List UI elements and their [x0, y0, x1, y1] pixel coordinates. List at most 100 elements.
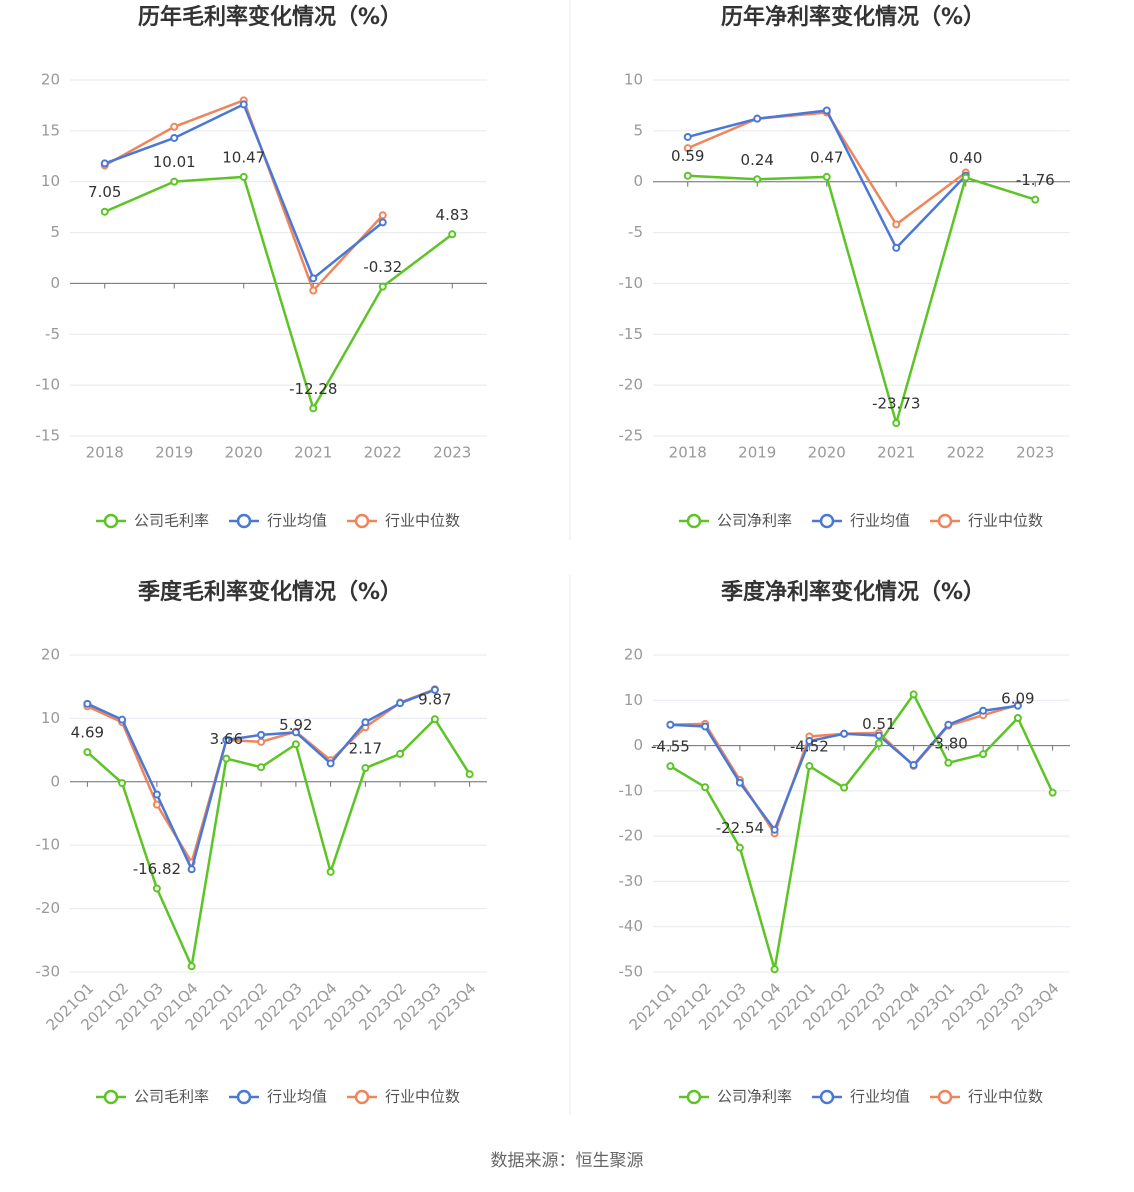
y-tick-label: -15: [36, 427, 61, 445]
point: [378, 211, 387, 220]
legend-item[interactable]: 行业均值: [812, 1088, 910, 1106]
point: [361, 718, 370, 727]
data-label: 10.47: [222, 148, 265, 166]
legend-item[interactable]: 公司净利率: [679, 1088, 792, 1106]
point: [118, 715, 127, 724]
point: [170, 177, 179, 186]
legend-symbol: [354, 513, 370, 529]
point: [683, 171, 692, 180]
y-tick-label: -10: [36, 376, 61, 394]
chart-title: 季度毛利率变化情况（%）: [138, 579, 402, 605]
legend-item[interactable]: 行业中位数: [347, 1088, 460, 1106]
point: [683, 132, 692, 141]
y-tick-label: 5: [633, 121, 643, 139]
data-label: 0.51: [862, 715, 895, 733]
point: [822, 106, 831, 115]
y-tick-label: -30: [619, 872, 644, 890]
point: [170, 122, 179, 131]
point: [396, 699, 405, 708]
point: [1031, 195, 1040, 204]
legend-symbol: [354, 1089, 370, 1105]
point: [822, 172, 831, 181]
y-tick-label: -25: [619, 427, 644, 445]
y-tick-label: 0: [50, 772, 60, 790]
point: [1048, 788, 1057, 797]
point: [874, 739, 883, 748]
x-tick-label: 2022: [947, 444, 985, 462]
point: [309, 404, 318, 413]
y-tick-label: -20: [619, 376, 644, 394]
legend-item[interactable]: 行业中位数: [930, 1088, 1043, 1106]
legend-label: 行业中位数: [968, 1088, 1043, 1106]
x-tick-label: 2018: [669, 444, 707, 462]
point: [770, 965, 779, 974]
legend-item[interactable]: 行业均值: [812, 512, 910, 530]
y-tick-label: 0: [633, 736, 643, 754]
point: [239, 100, 248, 109]
y-tick-label: -40: [619, 917, 644, 935]
point: [257, 737, 266, 746]
data-label: 10.01: [153, 153, 196, 171]
legend-label: 行业中位数: [968, 512, 1043, 530]
legend-label: 行业均值: [850, 512, 910, 530]
legend-item[interactable]: 行业中位数: [930, 512, 1043, 530]
series-line: [669, 693, 1054, 971]
point: [83, 748, 92, 757]
point: [239, 172, 248, 181]
legend-symbol: [103, 513, 119, 529]
data-label: 5.92: [279, 716, 312, 734]
point: [430, 685, 439, 694]
data-label: -0.32: [363, 258, 402, 276]
y-tick-label: 10: [624, 691, 643, 709]
point: [666, 720, 675, 729]
chart-title: 历年毛利率变化情况（%）: [138, 4, 402, 30]
legend-symbol: [819, 1089, 835, 1105]
point: [361, 764, 370, 773]
point: [100, 159, 109, 168]
point: [701, 722, 710, 731]
legend-symbol: [103, 1089, 119, 1105]
point: [892, 243, 901, 252]
legend-symbol: [686, 513, 702, 529]
point: [118, 779, 127, 788]
x-tick-label: 2021: [294, 444, 332, 462]
y-tick-label: 10: [624, 71, 643, 89]
data-label: -16.82: [133, 860, 181, 878]
data-label: 0.47: [810, 148, 843, 166]
legend-item[interactable]: 公司毛利率: [96, 512, 209, 530]
legend-item[interactable]: 行业中位数: [347, 512, 460, 530]
point: [396, 749, 405, 758]
data-label: 2.17: [349, 740, 382, 758]
point: [666, 762, 675, 771]
data-label: -12.28: [289, 380, 337, 398]
data-label: -1.76: [1016, 171, 1055, 189]
legend-label: 公司净利率: [717, 512, 792, 530]
point: [701, 783, 710, 792]
point: [291, 740, 300, 749]
legend-symbol: [236, 1089, 252, 1105]
legend-label: 公司毛利率: [134, 1088, 209, 1106]
point: [257, 763, 266, 772]
legend-item[interactable]: 行业均值: [229, 512, 327, 530]
y-tick-label: 20: [41, 646, 60, 664]
point: [152, 790, 161, 799]
point: [805, 737, 814, 746]
chart: 历年毛利率变化情况（%） -15 -10 -5 0 5 10 15 20 2018 2019 2020…: [36, 4, 487, 530]
point: [892, 419, 901, 428]
point: [735, 778, 744, 787]
legend-item[interactable]: 公司净利率: [679, 512, 792, 530]
legend-item[interactable]: 公司毛利率: [96, 1088, 209, 1106]
point: [961, 173, 970, 182]
y-tick-label: 0: [633, 172, 643, 190]
y-tick-label: 5: [50, 223, 60, 241]
legend-item[interactable]: 行业均值: [229, 1088, 327, 1106]
y-tick-label: 10: [41, 709, 60, 727]
series-line: [104, 175, 454, 410]
y-tick-label: -10: [619, 274, 644, 292]
point: [735, 843, 744, 852]
point: [979, 750, 988, 759]
data-label: -4.52: [790, 738, 829, 756]
data-label: 9.87: [418, 691, 451, 709]
data-label: 4.83: [436, 206, 469, 224]
data-label: -3.80: [929, 734, 968, 752]
